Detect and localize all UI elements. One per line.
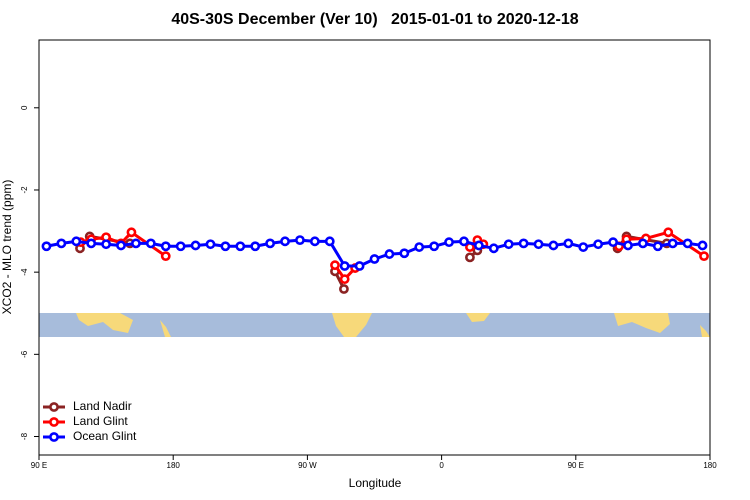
point: [41, 241, 52, 252]
point: [548, 240, 559, 251]
legend-label: Land Glint: [73, 414, 128, 428]
x-tick-label: 180: [167, 461, 181, 470]
point: [503, 239, 514, 250]
point: [280, 236, 290, 247]
point: [663, 227, 674, 238]
point: [667, 238, 678, 249]
point: [593, 239, 604, 250]
point: [190, 240, 201, 251]
point: [175, 241, 186, 252]
point: [608, 237, 618, 248]
point: [369, 254, 380, 264]
point: [86, 238, 97, 249]
point: [473, 240, 484, 251]
y-tick-label: -8: [20, 432, 29, 440]
point: [295, 235, 305, 246]
point: [399, 248, 410, 259]
point: [563, 238, 574, 249]
y-tick-label: -4: [20, 268, 29, 276]
map-strip: [39, 313, 710, 337]
legend-label: Land Nadir: [73, 399, 132, 413]
point: [330, 260, 340, 271]
point: [309, 236, 320, 247]
point: [638, 238, 648, 249]
point: [682, 238, 693, 249]
point: [250, 241, 261, 252]
x-tick-label: 90 W: [298, 461, 317, 470]
point: [465, 252, 475, 263]
y-tick-label: 0: [20, 105, 29, 110]
legend-marker: [49, 432, 59, 442]
legend-marker: [49, 402, 59, 412]
point: [126, 227, 137, 238]
point: [116, 240, 126, 251]
point: [205, 239, 216, 250]
x-tick-label: 0: [439, 461, 444, 470]
point: [160, 241, 171, 252]
point: [518, 238, 529, 249]
legend-label: Ocean Glint: [73, 429, 137, 443]
point: [652, 241, 663, 252]
point: [101, 239, 111, 250]
chart-title: 40S-30S December (Ver 10) 2015-01-01 to …: [171, 11, 578, 28]
point: [145, 238, 156, 249]
y-tick-label: -6: [20, 350, 29, 358]
plot-frame: [38, 39, 711, 456]
x-axis-label: Longitude: [349, 476, 402, 490]
point: [488, 243, 499, 254]
point: [235, 241, 246, 252]
point: [56, 238, 67, 249]
point: [697, 240, 708, 251]
point: [324, 236, 335, 247]
legend-marker: [49, 417, 59, 427]
point: [265, 238, 276, 249]
point: [339, 284, 349, 294]
point: [339, 274, 350, 285]
point: [414, 242, 425, 252]
point: [444, 237, 454, 248]
x-tick-label: 90 E: [31, 461, 47, 470]
point: [699, 251, 709, 262]
point: [131, 238, 141, 249]
point: [578, 242, 589, 252]
point: [354, 261, 365, 271]
y-axis-label: XCO2 - MLO trend (ppm): [0, 180, 14, 315]
point: [71, 236, 82, 247]
x-tick-label: 180: [703, 461, 717, 470]
x-tick-label: 90 E: [568, 461, 584, 470]
point: [339, 261, 350, 271]
point: [429, 241, 440, 252]
point: [623, 240, 633, 251]
point: [160, 251, 171, 262]
y-tick-label: -2: [20, 186, 29, 194]
point: [384, 249, 395, 259]
point: [533, 239, 544, 250]
point: [459, 236, 469, 247]
point: [220, 241, 231, 252]
